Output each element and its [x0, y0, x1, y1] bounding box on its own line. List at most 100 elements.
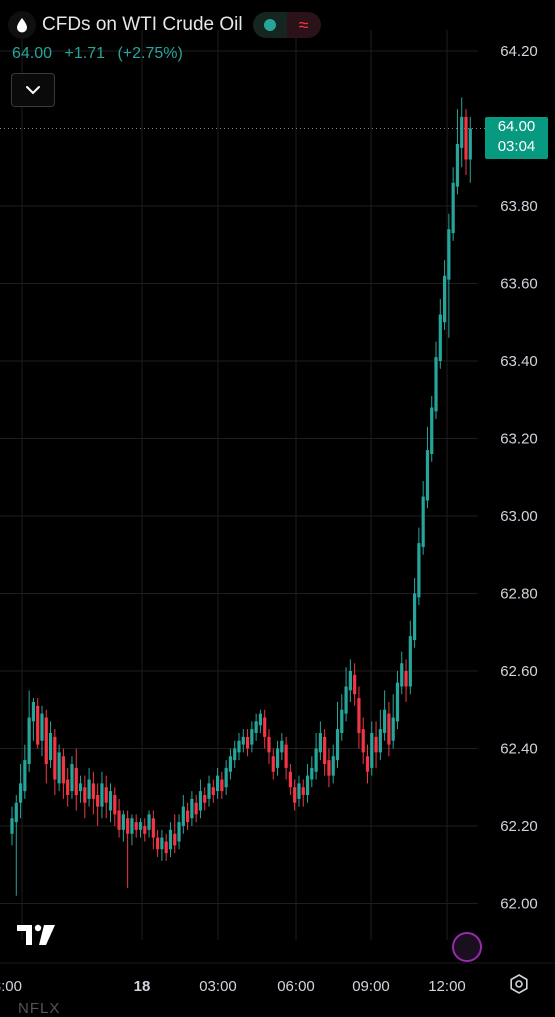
candle [104, 775, 108, 819]
candle [438, 299, 442, 369]
candle-body [353, 674, 357, 695]
candle-body [156, 837, 160, 850]
price-change-percent: (+2.75%) [117, 45, 183, 62]
candle-body [400, 663, 404, 687]
candle [14, 795, 18, 896]
candle [267, 729, 271, 764]
candle [460, 97, 464, 168]
candle [31, 698, 36, 741]
candle-body [314, 748, 318, 772]
y-tick-label: 63.00 [500, 508, 538, 525]
candle [301, 779, 305, 807]
candle-body [134, 822, 138, 830]
candle-body [126, 818, 130, 834]
candle-body [151, 818, 155, 838]
chevron-down-icon [26, 86, 40, 95]
candle-body [430, 407, 434, 454]
candle-body [275, 748, 280, 768]
candle [387, 702, 391, 757]
candle-body [421, 496, 425, 547]
candle-body [434, 357, 438, 412]
candle-body [87, 779, 91, 799]
candle-body [451, 182, 455, 234]
candle [190, 791, 194, 826]
candle [100, 771, 104, 819]
news-badge-icon[interactable] [452, 932, 482, 962]
candle-body [378, 729, 382, 753]
candle [318, 721, 322, 761]
candle [288, 764, 292, 795]
candles [10, 97, 472, 896]
y-tick-label: 62.60 [500, 663, 538, 680]
symbol-header[interactable]: CFDs on WTI Crude Oil ≈ [8, 10, 321, 40]
candle-body [310, 767, 314, 780]
candle [44, 709, 48, 784]
candle-body [27, 717, 31, 764]
candle [340, 694, 344, 741]
last-price-tag: 64.00 03:04 [485, 117, 548, 159]
candle-body [138, 822, 143, 830]
candle-body [340, 709, 344, 733]
candle-body [408, 636, 412, 687]
candle [156, 829, 160, 857]
tradingview-logo[interactable] [15, 920, 59, 953]
candle-body [164, 841, 168, 854]
candle-body [57, 752, 61, 784]
candle-body [370, 733, 374, 768]
candle-body [91, 783, 95, 799]
candle [87, 767, 91, 807]
price-axis[interactable]: 64.20 63.80 63.60 63.40 63.20 63.00 62.80 62.60… [500, 43, 538, 913]
candle [48, 721, 53, 768]
candle-body [425, 450, 430, 501]
candle-body [468, 128, 472, 160]
candle-body [83, 787, 87, 803]
candle-body [288, 771, 292, 788]
candle [344, 667, 348, 722]
market-status-pill[interactable]: ≈ [252, 12, 321, 38]
candle [168, 822, 173, 857]
candle [468, 116, 472, 183]
candle [233, 740, 237, 768]
candle-body [224, 767, 228, 788]
candle-body [220, 779, 224, 792]
candle [74, 748, 78, 811]
candle-body [335, 729, 340, 761]
candle-body [181, 806, 185, 826]
settings-icon[interactable] [508, 973, 530, 1000]
y-tick-label: 63.60 [500, 276, 538, 293]
candle-body [173, 833, 177, 846]
candle-body [387, 713, 391, 745]
candle [395, 671, 400, 730]
candle-body [263, 717, 267, 737]
candle [310, 756, 314, 788]
candle-body [70, 764, 74, 792]
candle [370, 721, 374, 776]
candle [96, 783, 100, 826]
candle [151, 810, 155, 850]
candle [464, 109, 468, 175]
candle-body [404, 671, 408, 687]
candle-body [305, 775, 310, 795]
collapse-button[interactable] [11, 73, 55, 107]
candle-body [211, 787, 215, 795]
candle-body [455, 144, 460, 187]
candle [434, 341, 438, 420]
candle [61, 748, 65, 799]
candle-body [280, 740, 284, 753]
candle-body [147, 814, 151, 830]
candle [36, 698, 40, 749]
candle [451, 167, 455, 241]
candle-body [391, 717, 395, 741]
candle [425, 426, 430, 509]
price-tag-countdown: 03:04 [497, 138, 536, 155]
candle-body [48, 733, 53, 761]
candle [314, 733, 318, 780]
candle [57, 744, 61, 792]
candle [121, 810, 125, 842]
candle [53, 729, 57, 795]
time-axis[interactable]: 8:00 18 03:00 06:00 09:00 12:00 [0, 962, 555, 995]
candle-body [31, 702, 36, 722]
symbol-title: CFDs on WTI Crude Oil [42, 14, 243, 35]
candle-body [190, 798, 194, 819]
